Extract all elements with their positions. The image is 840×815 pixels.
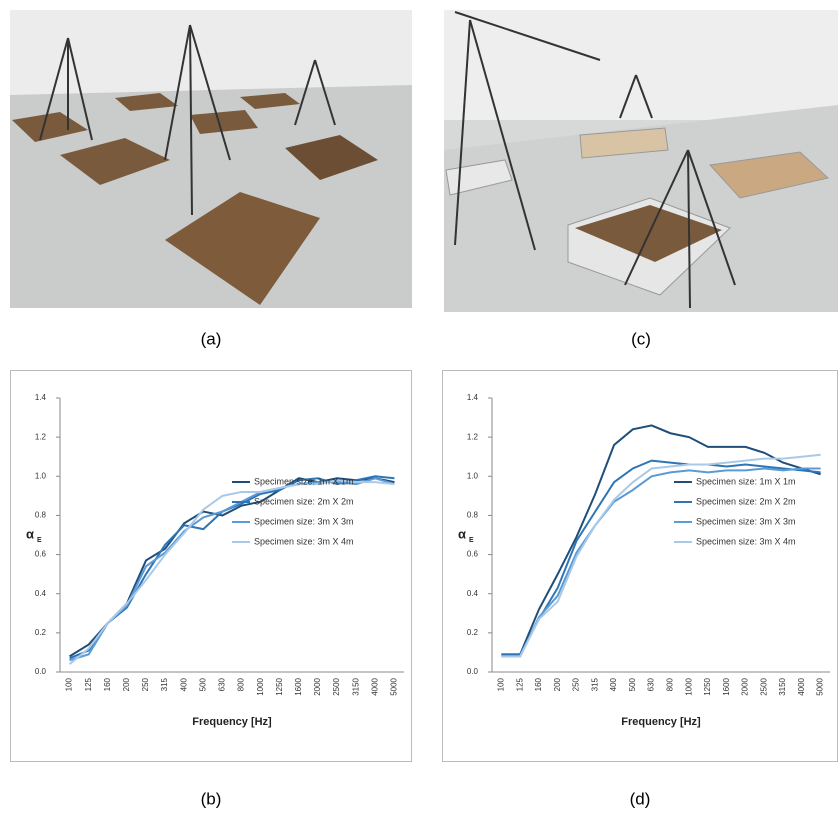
y-tick-label: 1.4 bbox=[467, 393, 479, 402]
series-line bbox=[501, 467, 821, 658]
x-axis-label: Frequency [Hz] bbox=[621, 716, 701, 728]
x-tick-label: 4000 bbox=[797, 677, 806, 695]
photo-floor bbox=[10, 85, 412, 308]
photo-wall bbox=[10, 10, 412, 95]
x-tick-label: 200 bbox=[553, 677, 562, 691]
x-tick-label: 100 bbox=[496, 677, 505, 691]
photo-wall bbox=[444, 10, 838, 120]
y-tick-label: 1.4 bbox=[35, 393, 47, 402]
y-tick-label: 0.8 bbox=[35, 511, 47, 520]
specimen bbox=[285, 135, 378, 180]
photo-c bbox=[444, 10, 838, 312]
x-tick-label: 500 bbox=[198, 677, 207, 691]
chart-frame bbox=[10, 370, 412, 762]
tripods bbox=[39, 24, 336, 216]
photo-a bbox=[10, 10, 412, 308]
series-line bbox=[501, 424, 821, 656]
x-tick-label: 315 bbox=[590, 677, 599, 691]
x-tick-label: 1600 bbox=[722, 677, 731, 695]
y-tick-label: 1.0 bbox=[35, 471, 47, 480]
x-tick-label: 160 bbox=[103, 677, 112, 691]
x-tick-label: 1000 bbox=[684, 677, 693, 695]
x-tick-label: 5000 bbox=[390, 677, 399, 695]
y-tick-label: 1.2 bbox=[35, 432, 47, 441]
y-tick-label: 0.8 bbox=[467, 511, 479, 520]
x-tick-label: 250 bbox=[141, 677, 150, 691]
y-tick-label: 0.2 bbox=[35, 628, 47, 637]
x-tick-label: 400 bbox=[179, 677, 188, 691]
specimen bbox=[240, 93, 300, 109]
series-line bbox=[501, 459, 821, 656]
y-axis-label-sub: E bbox=[37, 537, 42, 544]
x-tick-label: 2000 bbox=[313, 677, 322, 695]
x-tick-label: 3150 bbox=[778, 677, 787, 695]
y-tick-label: 0.4 bbox=[467, 589, 479, 598]
legend-label: Specimen size: 3m X 3m bbox=[696, 516, 796, 526]
legend-label: Specimen size: 1m X 1m bbox=[254, 476, 354, 486]
y-tick-label: 0.2 bbox=[467, 628, 479, 637]
x-tick-label: 2500 bbox=[332, 677, 341, 695]
y-axis-label: α bbox=[458, 526, 466, 541]
x-tick-label: 250 bbox=[572, 677, 581, 691]
x-tick-label: 400 bbox=[609, 677, 618, 691]
y-tick-label: 1.2 bbox=[467, 432, 479, 441]
x-tick-label: 3150 bbox=[351, 677, 360, 695]
x-tick-label: 1250 bbox=[703, 677, 712, 695]
x-tick-label: 630 bbox=[647, 677, 656, 691]
x-tick-label: 315 bbox=[160, 677, 169, 691]
x-tick-label: 125 bbox=[515, 677, 524, 691]
x-tick-label: 1000 bbox=[256, 677, 265, 695]
tripods bbox=[454, 11, 736, 309]
x-tick-label: 100 bbox=[65, 677, 74, 691]
x-tick-label: 1600 bbox=[294, 677, 303, 695]
x-tick-label: 630 bbox=[218, 677, 227, 691]
y-tick-label: 0.0 bbox=[467, 667, 479, 676]
specimen-box bbox=[708, 151, 830, 199]
series-line bbox=[69, 477, 395, 662]
x-tick-label: 200 bbox=[122, 677, 131, 691]
x-tick-label: 800 bbox=[237, 677, 246, 691]
series-line bbox=[501, 453, 821, 658]
x-tick-label: 5000 bbox=[816, 677, 825, 695]
legend-label: Specimen size: 3m X 3m bbox=[254, 516, 354, 526]
chart-frame bbox=[442, 370, 838, 762]
y-tick-label: 1.0 bbox=[467, 471, 479, 480]
y-tick-label: 0.0 bbox=[35, 667, 47, 676]
x-tick-label: 2500 bbox=[759, 677, 768, 695]
caption: (c) bbox=[631, 329, 651, 348]
specimen-box bbox=[445, 159, 513, 196]
y-axis-label: α bbox=[26, 526, 34, 541]
x-tick-label: 1250 bbox=[275, 677, 284, 695]
legend-label: Specimen size: 2m X 2m bbox=[696, 496, 796, 506]
x-tick-label: 500 bbox=[628, 677, 637, 691]
legend-label: Specimen size: 2m X 2m bbox=[254, 496, 354, 506]
specimen bbox=[165, 192, 320, 305]
legend-label: Specimen size: 3m X 4m bbox=[696, 536, 796, 546]
x-tick-label: 4000 bbox=[370, 677, 379, 695]
series-line bbox=[68, 479, 395, 665]
x-tick-label: 2000 bbox=[741, 677, 750, 695]
specimen-box bbox=[579, 127, 669, 159]
y-tick-label: 0.6 bbox=[467, 550, 479, 559]
specimen bbox=[190, 110, 258, 134]
y-axis-label-sub: E bbox=[469, 537, 474, 544]
specimen bbox=[115, 93, 178, 111]
legend-label: Specimen size: 1m X 1m bbox=[696, 476, 796, 486]
x-tick-label: 125 bbox=[84, 677, 93, 691]
specimen bbox=[60, 138, 170, 185]
legend-label: Specimen size: 3m X 4m bbox=[254, 536, 354, 546]
y-tick-label: 0.6 bbox=[35, 550, 47, 559]
x-axis-label: Frequency [Hz] bbox=[192, 716, 272, 728]
caption: (b) bbox=[201, 789, 222, 808]
x-tick-label: 800 bbox=[665, 677, 674, 691]
caption: (a) bbox=[201, 329, 222, 348]
x-tick-label: 160 bbox=[534, 677, 543, 691]
y-tick-label: 0.4 bbox=[35, 589, 47, 598]
caption: (d) bbox=[630, 789, 651, 808]
